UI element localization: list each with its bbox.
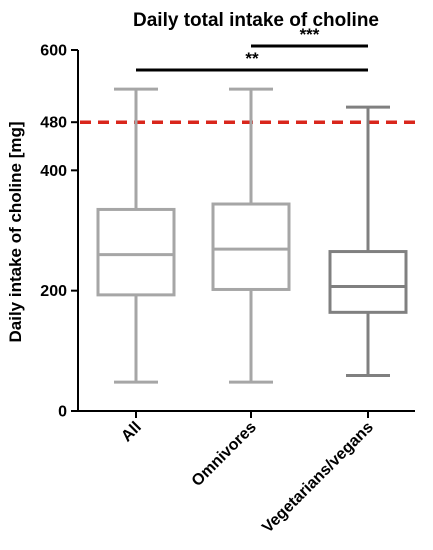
x-tick-label: All (118, 419, 144, 445)
box (96, 207, 176, 297)
significance-label: *** (300, 25, 320, 44)
y-tick-label: 200 (40, 283, 67, 300)
y-axis-label: Daily intake of choline [mg] (6, 121, 25, 342)
significance-label: ** (245, 49, 259, 68)
chart-marks: 0 200 400 480 600 All Omnivores Vegetarians/veg… (40, 25, 415, 536)
chart-title: Daily total intake of choline (133, 10, 379, 31)
x-tick-label: Omnivores (189, 419, 260, 490)
y-tick-label: 480 (40, 115, 67, 132)
y-tick-label: 0 (58, 404, 67, 421)
y-tick-label: 400 (40, 163, 67, 180)
y-tick-label: 600 (40, 43, 67, 60)
box (328, 250, 408, 314)
x-tick-label: Vegetarians/vegans (259, 419, 377, 537)
box (211, 202, 291, 291)
